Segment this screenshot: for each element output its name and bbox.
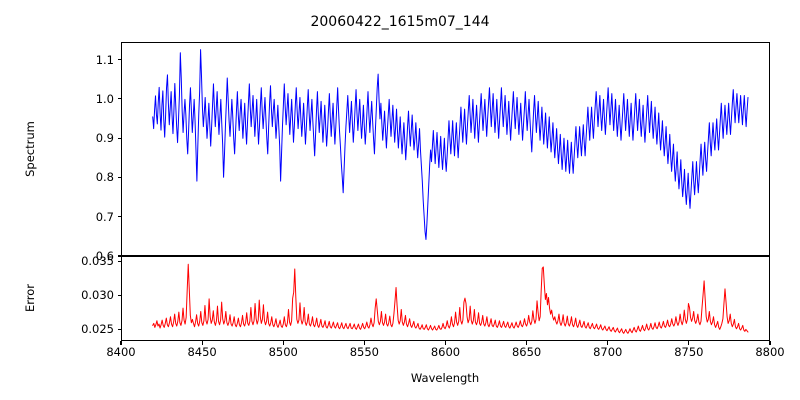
x-tick-label: 8750 bbox=[674, 345, 704, 359]
spectrum-ytick-label: 0.8 bbox=[95, 170, 114, 185]
error-ytick-label: 0.035 bbox=[81, 254, 114, 269]
x-tick-mark bbox=[688, 341, 690, 345]
spectrum-ytick-mark bbox=[117, 98, 121, 100]
x-tick-label: 8650 bbox=[511, 345, 542, 359]
spectrum-ytick-mark bbox=[117, 176, 121, 178]
error-ytick-label: 0.025 bbox=[81, 322, 114, 337]
spectrum-ytick-label: 0.7 bbox=[95, 209, 114, 224]
spectrum-trace bbox=[153, 50, 748, 240]
x-tick-mark bbox=[607, 341, 609, 345]
error-ytick-label: 0.030 bbox=[81, 288, 114, 303]
x-tick-label: 8700 bbox=[593, 345, 623, 359]
x-tick-mark bbox=[444, 341, 447, 345]
spectrum-ytick-mark bbox=[117, 137, 121, 139]
spectrum-ytick-mark bbox=[117, 255, 121, 257]
error-line-plot bbox=[122, 257, 769, 340]
spectrum-ytick-label: 1.1 bbox=[95, 52, 114, 67]
error-axes bbox=[121, 256, 770, 341]
x-tick-mark bbox=[769, 341, 771, 345]
x-tick-label: 8400 bbox=[106, 345, 136, 359]
x-axis-label: Wavelength bbox=[410, 371, 480, 385]
spectrum-axes bbox=[121, 42, 770, 256]
error-ytick-mark bbox=[117, 328, 121, 330]
x-tick-mark bbox=[282, 341, 284, 345]
x-tick-mark bbox=[363, 341, 365, 345]
figure-title: 20060422_1615m07_144 bbox=[310, 14, 490, 30]
x-tick-label: 8800 bbox=[755, 345, 785, 359]
x-tick-mark bbox=[120, 341, 122, 345]
x-tick-mark bbox=[526, 341, 528, 345]
x-tick-label: 8550 bbox=[349, 345, 380, 359]
spectrum-line-plot bbox=[122, 43, 769, 255]
spectrum-ytick-mark bbox=[117, 59, 121, 61]
spectrum-ytick-label: 1.0 bbox=[95, 91, 114, 106]
x-tick-label: 8450 bbox=[187, 345, 217, 359]
error-trace bbox=[153, 264, 748, 333]
x-tick-mark bbox=[201, 341, 203, 345]
spectrum-axis-label: Spectrum bbox=[23, 121, 37, 177]
error-ytick-mark bbox=[117, 294, 121, 296]
error-axis-label: Error bbox=[23, 283, 37, 313]
x-tick-label: 8500 bbox=[268, 345, 298, 359]
spectrum-ytick-label: 0.6 bbox=[95, 249, 114, 263]
error-ytick-mark bbox=[117, 260, 121, 262]
x-tick-label: 8600 bbox=[430, 345, 461, 359]
spectrum-ytick-label: 0.9 bbox=[95, 131, 114, 146]
spectrum-ytick-mark bbox=[117, 216, 121, 218]
